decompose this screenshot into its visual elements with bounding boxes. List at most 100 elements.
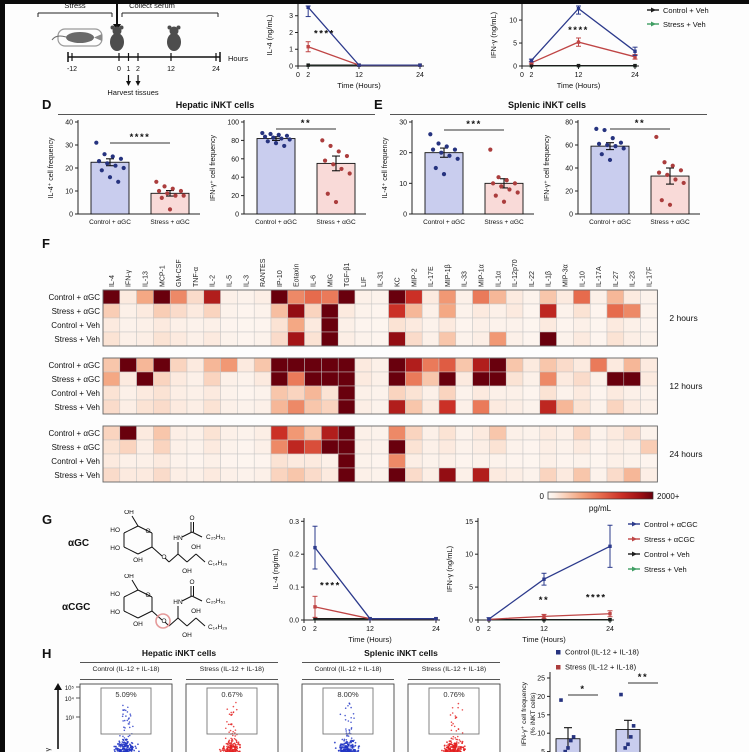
panel-label-d: D	[42, 97, 52, 112]
flow-subheader: Control (IL-12 + IL-18)	[92, 666, 160, 673]
svg-text:C₂₅H₅₁: C₂₅H₅₁	[206, 598, 226, 605]
splenic-flow-rule	[302, 662, 500, 663]
panel-e-title: Splenic iNKT cells	[507, 100, 587, 110]
svg-text:IFN-γ⁺ cell frequency: IFN-γ⁺ cell frequency	[544, 135, 551, 201]
svg-text:IFN-γ: IFN-γ	[45, 747, 52, 752]
svg-text:100: 100	[227, 120, 239, 127]
svg-text:IFN-γ⁺ cell frequency: IFN-γ⁺ cell frequency	[521, 681, 528, 746]
svg-text:5.09%: 5.09%	[115, 690, 137, 699]
svg-text:Control + αGC: Control + αGC	[89, 219, 131, 226]
svg-text:0.1: 0.1	[289, 585, 299, 592]
acgc-il4-line-chart: 0.0 0.1 0.2 0.3 0 2 12 24 Time (Hours) IL-4 (ng/m…	[271, 518, 440, 644]
agc-structure-label: αGC	[68, 538, 90, 549]
svg-text:Stress + αGC: Stress + αGC	[52, 443, 101, 452]
svg-text:IL-33: IL-33	[462, 271, 469, 287]
svg-text:****: ****	[586, 592, 607, 603]
svg-text:2: 2	[487, 626, 491, 633]
svg-text:-12: -12	[67, 66, 77, 73]
panel-d-title-rule	[58, 114, 375, 115]
svg-text:2 hours: 2 hours	[669, 313, 697, 323]
flow-subheader-rule	[80, 679, 172, 680]
svg-text:IL-17E: IL-17E	[428, 266, 435, 287]
svg-text:IL-13: IL-13	[143, 271, 150, 287]
svg-text:C₁₄H₂₉: C₁₄H₂₉	[208, 624, 228, 631]
top-chart-legend: Control + Veh Stress + Veh	[647, 6, 709, 29]
svg-text:****: ****	[568, 25, 589, 36]
svg-text:IFN-γ (ng/mL): IFN-γ (ng/mL)	[445, 545, 454, 592]
svg-text:2: 2	[136, 66, 140, 73]
svg-text:0.76%: 0.76%	[443, 690, 465, 699]
svg-text:Time (Hours): Time (Hours)	[337, 81, 381, 90]
svg-text:Control + αCGC: Control + αCGC	[644, 520, 698, 529]
hepatic-flow-title: Hepatic iNKT cells	[141, 648, 217, 658]
svg-text:***: ***	[466, 119, 482, 130]
svg-text:0: 0	[235, 212, 239, 219]
svg-text:40: 40	[231, 175, 239, 182]
panel-d-title: Hepatic iNKT cells	[175, 100, 255, 110]
svg-text:Eotaxin: Eotaxin	[294, 264, 301, 287]
svg-text:O: O	[145, 528, 150, 535]
svg-text:Stress + αGC: Stress + αGC	[650, 219, 690, 226]
panel-label-f: F	[42, 236, 50, 251]
svg-text:Collect serum: Collect serum	[129, 4, 175, 10]
svg-text:Stress + Veh: Stress + Veh	[54, 471, 100, 480]
svg-text:LIF: LIF	[361, 277, 368, 287]
ifng-frequency-bar-chart: Control (IL-12 + IL-18) Stress (IL-12 + I…	[521, 648, 658, 752]
svg-text:HO: HO	[110, 609, 120, 616]
svg-text:HN: HN	[173, 599, 183, 606]
svg-text:25: 25	[537, 676, 545, 683]
svg-text:Control + αGC: Control + αGC	[589, 219, 631, 226]
svg-text:30: 30	[399, 120, 407, 127]
svg-text:Control + Veh: Control + Veh	[663, 6, 709, 15]
svg-text:IP-10: IP-10	[277, 270, 284, 287]
svg-text:OH: OH	[124, 574, 134, 580]
svg-text:24: 24	[416, 72, 424, 79]
svg-text:O: O	[145, 592, 150, 599]
svg-text:Time (Hours): Time (Hours)	[522, 635, 566, 644]
svg-text:2: 2	[313, 626, 317, 633]
svg-text:OH: OH	[124, 510, 134, 516]
svg-text:OH: OH	[191, 544, 201, 551]
svg-text:0: 0	[117, 66, 121, 73]
svg-text:O: O	[189, 515, 194, 522]
svg-text:OH: OH	[133, 621, 143, 628]
svg-text:0: 0	[302, 626, 306, 633]
svg-text:OH: OH	[182, 632, 192, 639]
svg-text:2: 2	[529, 72, 533, 79]
hepatic-il4-bar-chart: 0 10 20 30 40 Control + αGC Stress + αGC **** IL…	[48, 120, 200, 226]
svg-text:8.00%: 8.00%	[337, 690, 359, 699]
svg-text:20: 20	[399, 150, 407, 157]
svg-text:IL-17F: IL-17F	[647, 267, 654, 287]
svg-text:Stress + Veh: Stress + Veh	[663, 20, 706, 29]
svg-text:MIP-2: MIP-2	[411, 268, 418, 287]
svg-text:Time (Hours): Time (Hours)	[557, 81, 601, 90]
experiment-timeline-schematic: Stress Collect serum-12 0 1 2 12 24HoursHarves…	[37, 4, 248, 97]
svg-text:Harvest tissues: Harvest tissues	[107, 88, 159, 97]
svg-text:0: 0	[476, 626, 480, 633]
svg-text:HO: HO	[110, 591, 120, 598]
svg-text:10⁴: 10⁴	[65, 696, 75, 703]
agc-chemical-structure: OH HO HO OH O O HN O C₂₅H₅₁ OH OH C₁₄H₂₉	[110, 510, 228, 574]
svg-text:pg/mL: pg/mL	[589, 504, 612, 513]
svg-text:****: ****	[320, 581, 341, 592]
svg-text:**: **	[539, 595, 549, 606]
svg-text:0: 0	[469, 618, 473, 625]
svg-text:Time (Hours): Time (Hours)	[348, 635, 392, 644]
splenic-flow-title: Splenic iNKT cells	[364, 648, 438, 658]
svg-text:2: 2	[306, 72, 310, 79]
flow-subheader: Stress (IL-12 + IL-18)	[421, 666, 487, 673]
svg-text:10: 10	[65, 189, 73, 196]
svg-text:40: 40	[565, 166, 573, 173]
svg-text:IFN-γ: IFN-γ	[126, 269, 133, 287]
svg-text:TNF-α: TNF-α	[193, 267, 200, 287]
svg-text:Stress + Veh: Stress + Veh	[54, 403, 100, 412]
flow-subheader-rule	[408, 679, 500, 680]
svg-text:2000+: 2000+	[657, 492, 680, 501]
svg-text:Hours: Hours	[228, 54, 248, 63]
svg-text:IL-4: IL-4	[109, 275, 116, 287]
svg-text:IL-1α: IL-1α	[495, 271, 502, 287]
svg-text:12 hours: 12 hours	[669, 381, 702, 391]
